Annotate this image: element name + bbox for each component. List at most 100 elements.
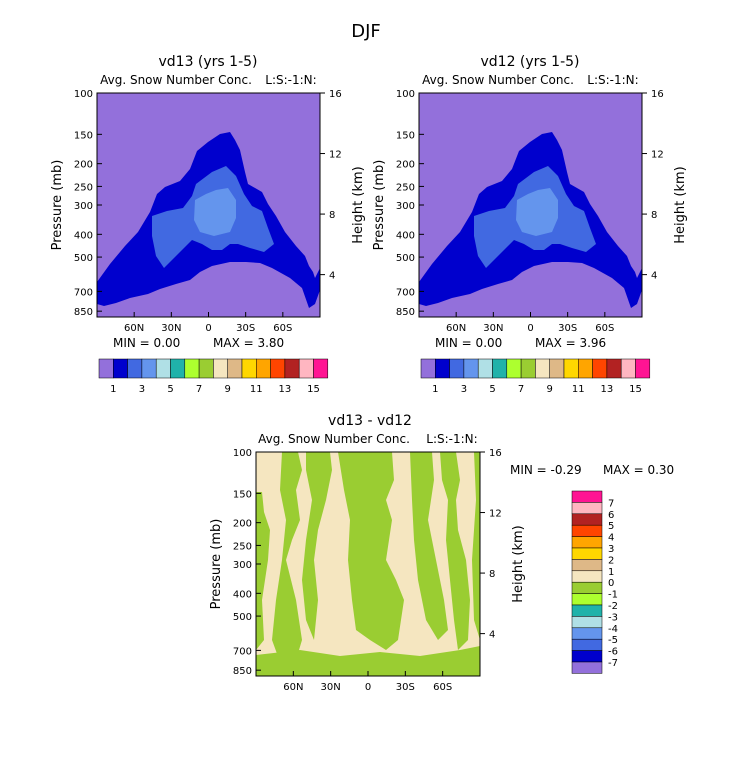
y-right-tick-label: 8 [489,569,495,580]
colorbar-swatch [578,358,593,379]
colorbar-label: 9 [225,384,231,395]
contour-negative-2 [272,452,302,662]
x-tick-label: 0 [365,682,371,693]
y-axis-title: Pressure (mb) [209,519,224,610]
colorbar-swatch [571,547,603,560]
colorbar-swatch [571,490,603,503]
colorbar-label: 3 [608,544,614,555]
colorbar-swatch [592,358,608,379]
y-tick-label: 300 [233,560,252,571]
contour-level-3 [516,188,558,236]
y-right-tick-label: 16 [489,448,502,459]
contour-negative-5 [410,452,448,640]
x-tick-label: 60S [273,323,292,334]
x-tick-label: 30N [321,682,341,693]
colorbar-swatch [506,358,522,379]
contour-negative-7 [256,646,480,676]
y-tick-label: 150 [233,489,252,500]
colorbar-label: 5 [489,384,495,395]
colorbar-swatch [571,524,603,537]
colorbar-label: 1 [608,567,614,578]
max-text: MAX = 3.96 [535,336,606,350]
colorbar-swatch [98,358,114,379]
colorbar-label: 5 [608,521,614,532]
colorbar-swatch [141,358,157,379]
colorbar-label: 11 [250,384,263,395]
colorbar-swatch [241,358,257,379]
colorbar-swatch [198,358,214,379]
y-tick-label: 850 [396,307,415,318]
page-title: DJF [351,21,381,42]
contour-negative-8 [472,452,480,640]
y-tick-label: 500 [233,612,252,623]
colorbar-swatch [571,570,603,583]
colorbar-label: -3 [608,612,618,623]
colorbar-swatch [227,358,243,379]
colorbar-swatch [463,358,479,379]
y-tick-label: 300 [396,201,415,212]
y-tick-label: 100 [233,448,252,459]
colorbar-swatch [284,358,300,379]
y-tick-label: 850 [74,307,93,318]
y-tick-label: 100 [74,89,93,100]
max-text: MAX = 3.80 [213,336,284,350]
x-tick-label: 30S [236,323,255,334]
y-tick-label: 400 [396,230,415,241]
y-tick-label: 250 [74,182,93,193]
colorbar-swatch [571,661,603,674]
colorbar-label: -7 [608,658,618,669]
colorbar-swatch [571,581,603,594]
colorbar-label: 1 [432,384,438,395]
panel-subtitle: Avg. Snow Number Conc. [422,73,574,87]
y-right-tick-label: 8 [329,210,335,221]
colorbar-swatch [256,358,271,379]
axes-panel-1: 100 150 200 250 300 400 500 700 850 16 12 8 4 60N 30N 0… [372,89,688,334]
colorbar-swatch [635,358,651,379]
contour-level-3 [194,188,236,236]
y-tick-label: 500 [396,253,415,264]
colorbar-swatch [571,559,603,572]
colorbar-label: 15 [307,384,320,395]
panel-subtitle: Avg. Snow Number Conc. [258,432,410,446]
colorbar-1: 1 3 5 7 9 11 13 15 [420,358,651,395]
colorbar-swatch [435,358,450,379]
max-text: MAX = 0.30 [603,463,674,477]
colorbar-label: -2 [608,601,618,612]
units-label: L:S:-1:N: [426,432,477,446]
x-tick-label: 30S [558,323,577,334]
colorbar-swatch [571,638,603,651]
colorbar-0: 1 3 5 7 9 11 13 15 [98,358,329,395]
colorbar-swatch [571,616,603,629]
y-right-tick-label: 12 [329,150,342,161]
colorbar-swatch [620,358,636,379]
x-tick-label: 60S [433,682,452,693]
colorbar-swatch [549,358,565,379]
y-right-tick-label: 4 [489,630,495,641]
colorbar-label: 7 [518,384,524,395]
y-tick-label: 250 [233,541,252,552]
units-label: L:S:-1:N: [265,73,316,87]
colorbar-swatch [127,358,143,379]
colorbar-swatch [184,358,200,379]
min-text: MIN = 0.00 [435,336,502,350]
colorbar-label: 4 [608,533,614,544]
colorbar-label: 7 [196,384,202,395]
colorbar-label: 5 [167,384,173,395]
x-tick-label: 60N [446,323,466,334]
x-tick-label: 0 [527,323,533,334]
colorbar-swatch [520,358,536,379]
y-tick-label: 200 [74,160,93,171]
panel-title: vd13 (yrs 1-5) [158,54,257,70]
y-tick-label: 500 [74,253,93,264]
contour-negative-1 [256,492,270,650]
colorbar-swatch [170,358,186,379]
colorbar-label: 7 [608,498,614,509]
colorbar-swatch [571,502,603,515]
x-tick-label: 60N [124,323,144,334]
units-label: L:S:-1:N: [587,73,638,87]
y-right-axis-title: Height (km) [673,166,688,243]
colorbar-swatch [492,358,508,379]
contour-negative-6 [440,452,470,650]
colorbar-label: -1 [608,590,618,601]
